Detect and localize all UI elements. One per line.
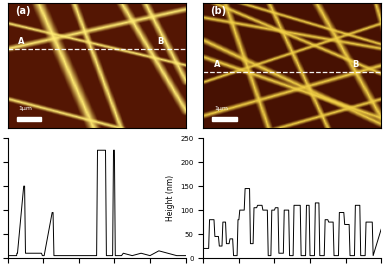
Text: A: A [18, 37, 25, 46]
Text: (a): (a) [15, 6, 30, 16]
Text: 1μm: 1μm [18, 106, 32, 111]
Text: B: B [353, 60, 359, 69]
Y-axis label: Height (nm): Height (nm) [166, 175, 174, 221]
Text: A: A [214, 60, 221, 69]
Text: (b): (b) [211, 6, 226, 16]
Bar [17, 117, 42, 121]
Bar [212, 117, 237, 121]
Text: B: B [157, 37, 164, 46]
Text: 1μm: 1μm [214, 106, 228, 111]
